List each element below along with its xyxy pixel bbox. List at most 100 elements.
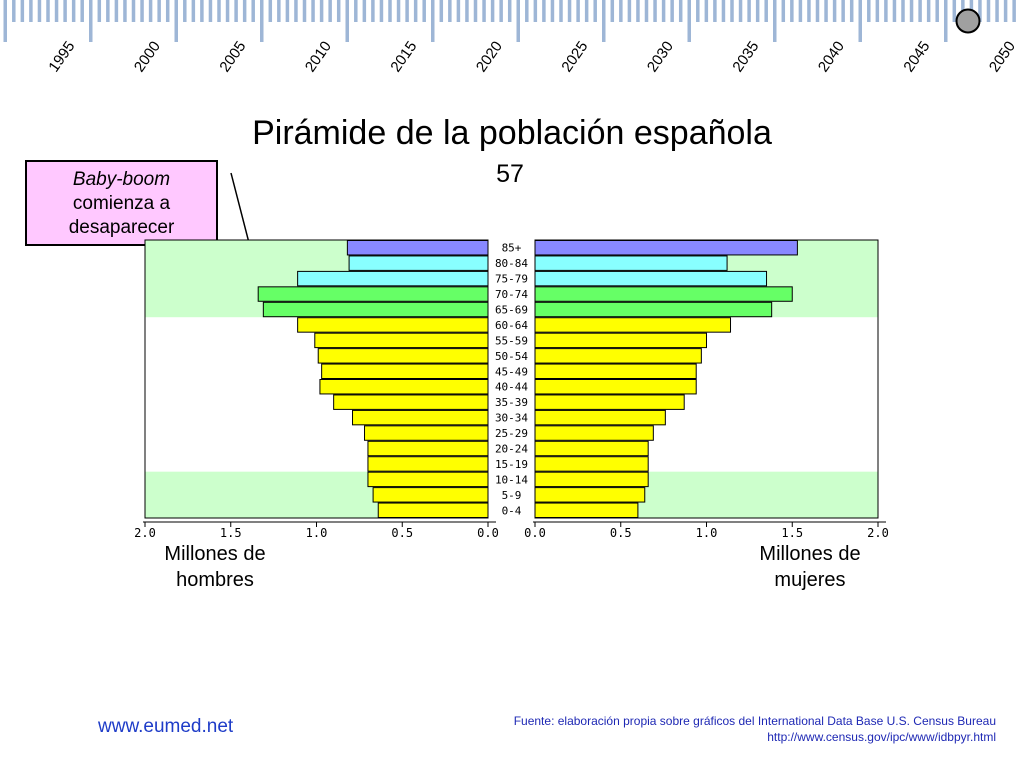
women-bar [534, 394, 685, 410]
left-plot-frame [144, 239, 489, 519]
timeline-tick [584, 0, 589, 22]
timeline-tick [63, 0, 67, 22]
timeline-tick [302, 0, 307, 22]
women-bar [534, 409, 666, 426]
source-url[interactable]: http://www.census.gov/ipc/www/idbpyr.htm… [767, 730, 996, 744]
timeline-tick [738, 0, 743, 22]
timeline-tick [678, 0, 683, 22]
women-axis-label-line-2: mujeres [774, 569, 846, 591]
timeline-tick [550, 0, 555, 22]
timeline-tick [242, 0, 247, 22]
age-group-label: 30-34 [495, 412, 528, 425]
timeline-major-tick [431, 0, 435, 42]
women-axis-label: Millones de mujeres [725, 541, 895, 593]
timeline-tick [473, 0, 478, 22]
timeline-tick [670, 0, 674, 22]
timeline-major-tick [260, 0, 264, 42]
timeline-tick [764, 0, 768, 22]
year-timeline[interactable]: 1995 2000 2005 2010 2015 2020 2025 2030 2035 2040… [0, 0, 1024, 100]
timeline-tick [165, 0, 170, 22]
timeline-tick [533, 0, 538, 22]
age-group-label: 65-69 [495, 304, 528, 317]
timeline-tick [439, 0, 444, 22]
left-x-tick-label: 0.0 [477, 526, 499, 540]
women-bar [534, 487, 646, 503]
timeline-tick [225, 0, 230, 22]
men-bar [297, 317, 489, 333]
timeline-tick [781, 0, 786, 22]
timeline-tick [696, 0, 700, 22]
timeline-tick [285, 0, 290, 22]
timeline-tick [627, 0, 632, 22]
timeline-major-tick [944, 0, 948, 42]
age-group-label: 20-24 [495, 443, 528, 456]
timeline-major-tick [687, 0, 691, 42]
timeline-tick [422, 0, 426, 22]
men-bar [333, 394, 489, 410]
timeline-tick [755, 0, 760, 22]
callout-line-2: comienza a [72, 193, 171, 214]
timeline-tick [12, 0, 16, 22]
timeline-tick [71, 0, 76, 22]
site-link[interactable]: www.eumed.net [98, 716, 234, 737]
timeline-tick [636, 0, 640, 22]
timeline-major-tick [773, 0, 777, 42]
women-bar [534, 425, 654, 441]
age-group-label: 25-29 [495, 427, 528, 440]
source-text: Fuente: elaboración propia sobre gráfico… [513, 714, 996, 728]
men-bar [367, 456, 489, 472]
timeline-tick [721, 0, 726, 22]
timeline-tick [986, 0, 991, 22]
men-bar [317, 348, 489, 364]
timeline-slider-knob[interactable] [955, 8, 981, 34]
timeline-tick [499, 0, 503, 22]
timeline-tick [482, 0, 486, 22]
timeline-tick [46, 0, 50, 22]
women-bar [534, 301, 773, 318]
left-x-tick-label: 1.0 [306, 526, 328, 540]
timeline-major-tick [3, 0, 7, 42]
timeline-tick [29, 0, 33, 22]
timeline-tick [183, 0, 187, 22]
right-x-tick-label: 0.5 [610, 526, 632, 540]
timeline-major-tick [516, 0, 520, 42]
timeline-tick [37, 0, 42, 22]
timeline-tick [644, 0, 649, 22]
source-note: Fuente: elaboración propia sobre gráfico… [514, 713, 996, 745]
timeline-tick [909, 0, 914, 22]
left-x-tick-label: 0.5 [391, 526, 413, 540]
timeline-tick [610, 0, 615, 22]
timeline-tick [798, 0, 803, 22]
timeline-tick [978, 0, 982, 22]
timeline-tick [567, 0, 572, 22]
year-label: 57 [496, 160, 524, 188]
women-bar [534, 440, 649, 457]
timeline-tick [251, 0, 255, 22]
timeline-tick [730, 0, 734, 22]
timeline-tick [952, 0, 957, 22]
men-axis-label: Millones de hombres [130, 541, 300, 593]
timeline-major-tick [345, 0, 349, 42]
timeline-tick [995, 0, 999, 22]
timeline-tick [157, 0, 161, 22]
timeline-tick [815, 0, 820, 22]
timeline-tick [54, 0, 59, 22]
timeline-tick [747, 0, 751, 22]
timeline-tick [593, 0, 597, 22]
timeline-tick [1003, 0, 1008, 22]
age-group-label: 45-49 [495, 365, 528, 378]
timeline-tick [832, 0, 837, 22]
timeline-tick [465, 0, 469, 22]
timeline-tick [704, 0, 709, 22]
left-x-tick-label: 1.5 [220, 526, 242, 540]
timeline-tick [413, 0, 418, 22]
right-x-tick-label: 1.0 [696, 526, 718, 540]
timeline-tick [371, 0, 375, 22]
timeline-tick [901, 0, 905, 22]
timeline-tick [661, 0, 666, 22]
right-x-tick-label: 0.0 [524, 526, 546, 540]
women-bar [534, 270, 768, 287]
timeline-tick [268, 0, 273, 22]
timeline-tick [824, 0, 828, 22]
